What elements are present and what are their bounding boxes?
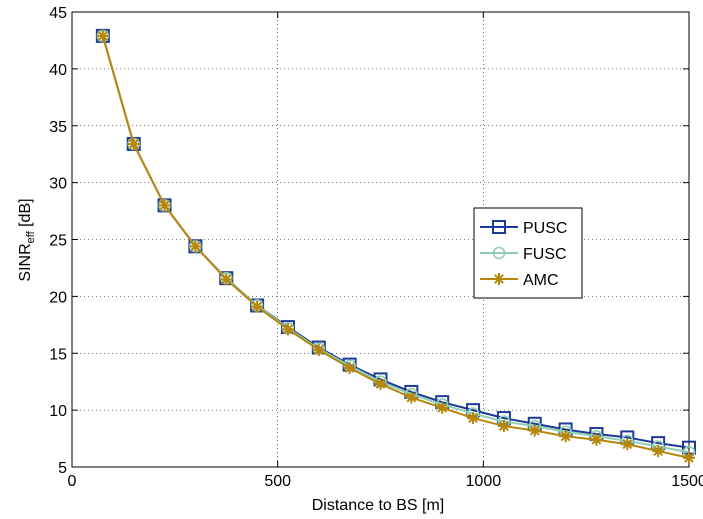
axes: 0 500 1000 1500 5 10 15 20 25 30 35 40 45	[49, 5, 703, 490]
data-point-amc	[467, 412, 480, 425]
x-tick-label: 1000	[466, 473, 502, 490]
legend-marker-fusc	[492, 246, 506, 260]
legend-label-fusc: FUSC	[523, 246, 567, 263]
x-tick-label: 500	[264, 473, 291, 490]
y-tick-label: 10	[49, 403, 67, 420]
data-point-amc	[528, 424, 541, 437]
data-point-amc	[405, 391, 418, 404]
data-point-amc	[343, 362, 356, 375]
data-point-amc	[621, 438, 634, 451]
data-point-amc	[281, 323, 294, 336]
y-tick-label: 25	[49, 233, 67, 250]
data-point-amc	[374, 377, 387, 390]
legend: PUSC FUSC AMC	[473, 207, 583, 299]
y-tick-label: 30	[49, 176, 67, 193]
data-point-amc	[590, 433, 603, 446]
y-axis-label: SINReff [dB]	[17, 198, 37, 281]
y-tick-label: 20	[49, 289, 67, 306]
data-point-amc	[127, 137, 140, 150]
y-tick-label: 45	[49, 5, 67, 22]
data-point-amc	[158, 199, 171, 212]
data-point-amc	[220, 273, 233, 286]
legend-label-amc: AMC	[523, 272, 559, 289]
y-axis-label-unit: [dB]	[17, 198, 34, 231]
data-point-amc	[497, 420, 510, 433]
x-axis-label: Distance to BS [m]	[312, 497, 445, 514]
data-point-amc	[251, 300, 264, 313]
y-axis-label-subscript: eff	[25, 230, 37, 243]
y-tick-label: 35	[49, 119, 67, 136]
series-group	[95, 28, 696, 464]
grid	[72, 12, 689, 467]
data-point-amc	[96, 29, 109, 42]
data-point-amc	[312, 343, 325, 356]
legend-label-pusc: PUSC	[523, 220, 567, 237]
data-point-amc	[189, 240, 202, 253]
y-axis-label-main: SINR	[17, 243, 34, 281]
x-tick-label: 0	[68, 473, 77, 490]
x-tick-label: 1500	[671, 473, 703, 490]
legend-marker-pusc	[492, 220, 506, 234]
data-point-amc	[652, 445, 665, 458]
y-tick-label: 5	[58, 460, 67, 477]
y-tick-label: 15	[49, 346, 67, 363]
series-amc	[96, 29, 695, 464]
legend-marker-amc	[493, 273, 505, 285]
data-point-amc	[436, 401, 449, 414]
data-point-amc	[683, 451, 695, 464]
y-tick-label: 40	[49, 62, 67, 79]
data-point-amc	[559, 430, 572, 443]
